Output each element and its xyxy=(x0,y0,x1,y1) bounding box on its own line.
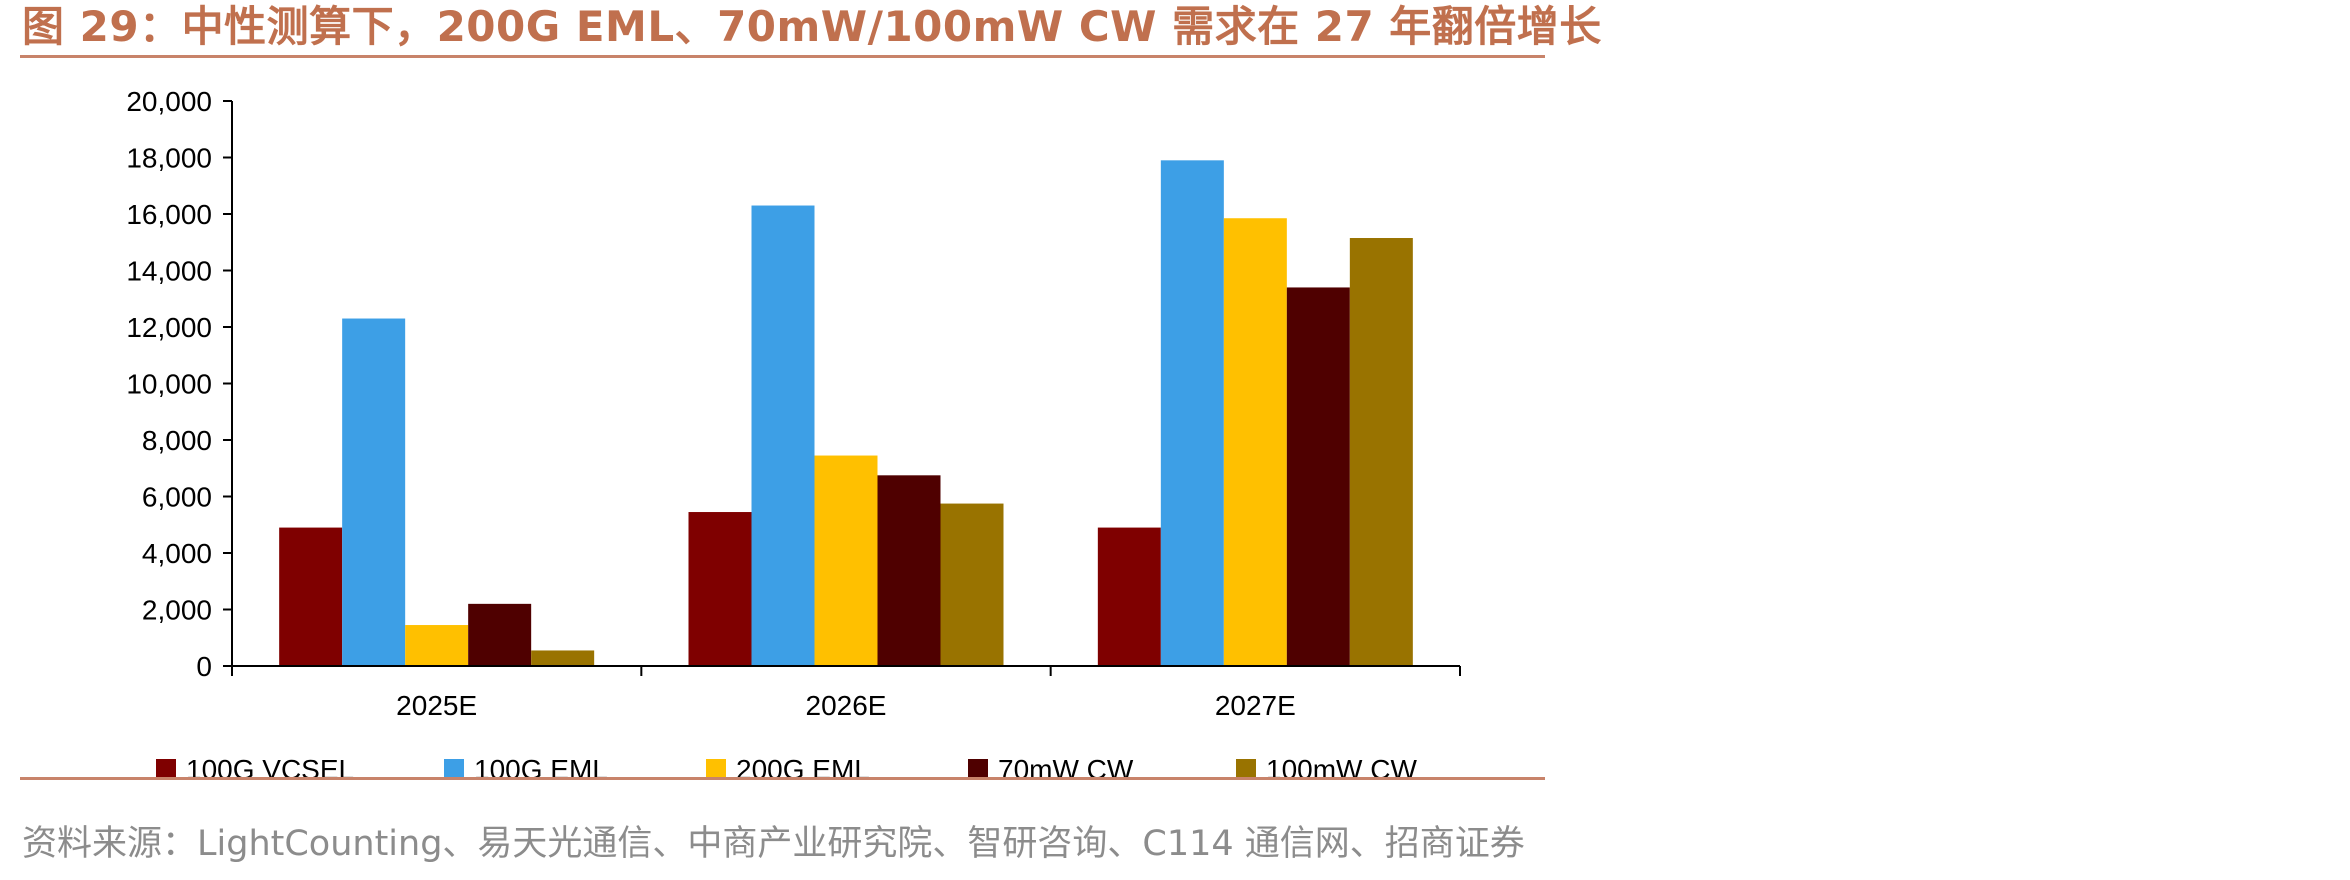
title-divider xyxy=(20,55,1545,58)
legend-swatch-100mw-cw xyxy=(1236,759,1256,779)
y-tick-label: 16,000 xyxy=(126,199,212,230)
source-note: 资料来源：LightCounting、易天光通信、中商产业研究院、智研咨询、C1… xyxy=(22,824,1525,864)
bar-100mw-cw-2025e xyxy=(531,650,595,666)
y-tick-label: 10,000 xyxy=(126,369,212,400)
bar-70mw-cw-2027e xyxy=(1286,287,1350,666)
bar-70mw-cw-2026e xyxy=(877,475,941,666)
bar-200g-eml-2025e xyxy=(405,625,469,666)
legend-label-100g-vcsel: 100G VCSEL xyxy=(186,754,354,785)
bar-70mw-cw-2025e xyxy=(468,603,532,666)
bar-100g-vcsel-2026e xyxy=(688,512,752,666)
legend: 100G VCSEL 100G EML 200G EML 70mW CW 100mW C… xyxy=(156,754,1417,785)
legend-swatch-70mw-cw xyxy=(968,759,988,779)
y-tick-label: 8,000 xyxy=(142,425,212,456)
figure-title: 图 29：中性测算下，200G EML、70mW/100mW CW 需求在 27… xyxy=(22,2,1602,51)
y-axis-ticks: 0 2,000 4,000 6,000 8,000 10,000 12,000 14,000 1… xyxy=(126,86,212,682)
legend-label-100g-eml: 100G EML xyxy=(474,754,608,785)
bar-series xyxy=(279,160,1413,667)
bar-200g-eml-2027e xyxy=(1223,218,1287,667)
legend-label-200g-eml: 200G EML xyxy=(736,754,870,785)
x-tick-label-2026e: 2026E xyxy=(806,690,887,721)
bar-100g-vcsel-2027e xyxy=(1097,527,1161,666)
y-tick-label: 12,000 xyxy=(126,312,212,343)
bar-100g-eml-2025e xyxy=(342,318,406,666)
y-tick-label: 18,000 xyxy=(126,143,212,174)
y-tick-label: 0 xyxy=(196,651,212,682)
bar-100mw-cw-2026e xyxy=(940,503,1004,666)
x-axis-labels: 2025E 2026E 2027E xyxy=(396,690,1296,721)
x-tick-label-2027e: 2027E xyxy=(1215,690,1296,721)
legend-label-70mw-cw: 70mW CW xyxy=(998,754,1134,785)
y-tick-label: 14,000 xyxy=(126,256,212,287)
x-tick-label-2025e: 2025E xyxy=(396,690,477,721)
bar-100mw-cw-2027e xyxy=(1349,238,1413,666)
axes xyxy=(223,100,1461,676)
y-tick-label: 4,000 xyxy=(142,538,212,569)
source-divider xyxy=(20,777,1545,780)
y-tick-label: 2,000 xyxy=(142,595,212,626)
bar-100g-vcsel-2025e xyxy=(279,527,343,666)
bar-100g-eml-2026e xyxy=(751,205,815,666)
bar-100g-eml-2027e xyxy=(1160,160,1224,666)
legend-swatch-100g-vcsel xyxy=(156,759,176,779)
y-tick-label: 6,000 xyxy=(142,482,212,513)
legend-swatch-200g-eml xyxy=(706,759,726,779)
y-tick-label: 20,000 xyxy=(126,86,212,117)
legend-swatch-100g-eml xyxy=(444,759,464,779)
legend-label-100mw-cw: 100mW CW xyxy=(1266,754,1417,785)
bar-200g-eml-2026e xyxy=(814,455,878,666)
